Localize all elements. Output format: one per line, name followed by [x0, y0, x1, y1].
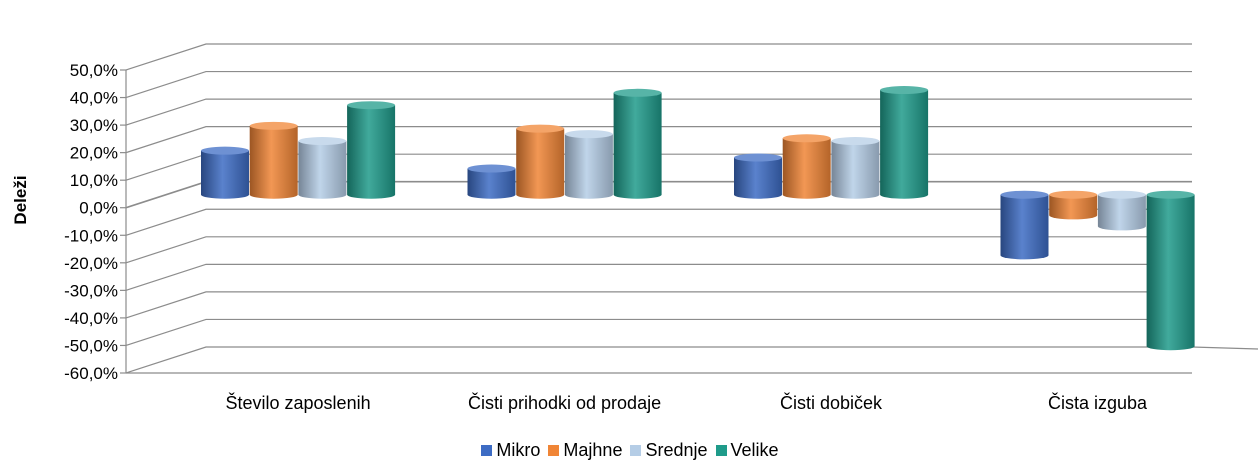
- legend-swatch: [548, 445, 560, 456]
- y-tick-label: -60,0%: [64, 364, 118, 383]
- bar: [1146, 190, 1195, 351]
- legend: Mikro Majhne Srednje Velike: [0, 440, 1260, 461]
- gridline: [125, 263, 1192, 291]
- y-tick-label: 30,0%: [70, 116, 118, 135]
- bar: [347, 101, 396, 199]
- y-tick-label: 10,0%: [70, 171, 118, 190]
- gridline: [125, 70, 1192, 99]
- bar: [782, 134, 831, 199]
- bar-cap: [467, 164, 516, 173]
- gridlines: [125, 43, 1192, 374]
- category-label: Čisti dobiček: [780, 392, 883, 413]
- floor-right-edge: [1191, 346, 1259, 350]
- bar-cap: [1146, 190, 1195, 199]
- bar-cap: [831, 137, 880, 146]
- bar-body: [734, 157, 783, 199]
- y-axis: 50,0% 40,0% 30,0% 20,0% 10,0% 0,0% -10,0% -20,0…: [64, 61, 126, 383]
- bar-body: [1097, 194, 1146, 231]
- bar: [1000, 190, 1049, 260]
- bar-body: [564, 134, 613, 199]
- bar-body: [249, 125, 298, 199]
- gridline: [125, 346, 1192, 374]
- bar: [880, 86, 929, 199]
- legend-swatch: [630, 445, 642, 456]
- bar-cap: [1049, 190, 1098, 199]
- bar-chart: 50,0% 40,0% 30,0% 20,0% 10,0% 0,0% -10,0% -20,0…: [11, 43, 1259, 413]
- legend-item: Majhne: [548, 440, 622, 461]
- bar-body: [201, 150, 249, 199]
- bar: [201, 146, 249, 199]
- gridline: [125, 43, 1192, 71]
- y-tick-label: 0,0%: [79, 199, 118, 218]
- bars: [201, 86, 1195, 351]
- bar-cap: [298, 137, 347, 146]
- category-labels: Število zaposlenih Čisti prihodki od prod…: [226, 392, 1149, 413]
- bar-cap: [564, 130, 613, 139]
- bar-body: [782, 138, 831, 199]
- y-tick-label: 40,0%: [70, 89, 118, 108]
- bar: [467, 164, 516, 199]
- bar-cap: [516, 124, 565, 133]
- bar-cap: [249, 121, 298, 130]
- y-tick-label: -50,0%: [64, 336, 118, 355]
- bar: [1049, 190, 1098, 220]
- bar-body: [831, 141, 880, 199]
- gridline: [125, 98, 1192, 126]
- category-label: Število zaposlenih: [226, 392, 371, 413]
- y-tick-label: -20,0%: [64, 254, 118, 273]
- bar: [613, 88, 662, 199]
- bar: [1097, 190, 1146, 231]
- legend-item: Srednje: [630, 440, 708, 461]
- legend-item: Mikro: [481, 440, 540, 461]
- bar-body: [880, 90, 929, 199]
- legend-item: Velike: [715, 440, 779, 461]
- category-label: Čista izguba: [1048, 392, 1148, 413]
- y-tick-label: -30,0%: [64, 281, 118, 300]
- bar: [249, 121, 298, 199]
- gridline: [125, 291, 1192, 319]
- legend-swatch: [715, 445, 727, 456]
- chart-walls: [125, 70, 1259, 374]
- bar-body: [516, 128, 565, 199]
- bar: [298, 137, 347, 199]
- gridline: [125, 318, 1192, 347]
- bar-body: [298, 141, 347, 199]
- bar-body: [1049, 194, 1098, 220]
- legend-label: Srednje: [645, 440, 708, 460]
- legend-swatch: [481, 445, 493, 456]
- bar: [516, 124, 565, 199]
- bar-body: [1146, 194, 1195, 351]
- legend-label: Velike: [730, 440, 779, 460]
- legend-label: Mikro: [496, 440, 541, 460]
- bar-body: [467, 168, 516, 199]
- bar-cap: [734, 153, 782, 162]
- bar-cap: [613, 88, 662, 97]
- bar-cap: [347, 101, 396, 110]
- bar: [831, 137, 880, 199]
- bar: [734, 153, 783, 199]
- legend-label: Majhne: [563, 440, 623, 460]
- category-label: Čisti prihodki od prodaje: [468, 392, 661, 413]
- gridline: [125, 236, 1192, 264]
- gridline: [125, 208, 1192, 236]
- bar-body: [1000, 194, 1049, 260]
- bar-cap: [1097, 190, 1146, 199]
- bar-body: [347, 105, 396, 199]
- y-tick-label: -40,0%: [64, 309, 118, 328]
- bar-body: [613, 92, 662, 199]
- y-tick-label: -10,0%: [64, 226, 118, 245]
- bar-cap: [880, 86, 929, 95]
- bar: [564, 130, 613, 199]
- bar-cap: [201, 146, 249, 155]
- y-tick-label: 20,0%: [70, 144, 118, 163]
- y-tick-label: 50,0%: [70, 61, 118, 80]
- gridline: [125, 126, 1192, 154]
- bar-cap: [782, 134, 831, 143]
- y-axis-title: Deleži: [11, 175, 30, 224]
- bar-cap: [1000, 190, 1049, 199]
